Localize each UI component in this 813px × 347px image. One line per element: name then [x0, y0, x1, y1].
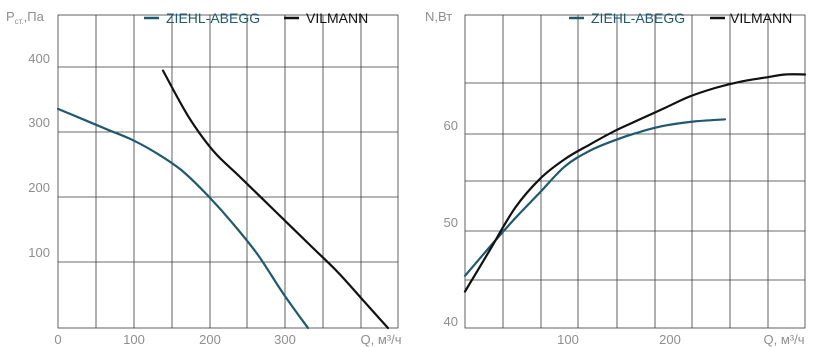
power-y-tick-60: 60	[444, 118, 458, 133]
power-x-axis-label: Q, м³/ч	[764, 332, 805, 347]
vilmann-pressure-line	[161, 69, 390, 330]
pressure-chart: 100 200 300 400 0 100 200 300 Q, м³/ч Pс…	[6, 9, 402, 347]
ziehl-abegg-power-line	[463, 118, 727, 277]
pressure-x-tick-0: 0	[54, 332, 61, 347]
power-y-axis-label: N,Вт	[425, 9, 452, 24]
vilmann-power-line	[463, 73, 807, 293]
pressure-y-ticks: 100 200 300 400	[28, 51, 50, 260]
pressure-y-axis-label: Pст.,Па	[6, 9, 45, 26]
pressure-grid	[57, 14, 399, 329]
pressure-y-tick-100: 100	[28, 245, 50, 260]
pressure-legend: ZIEHL-ABEGG VILMANN	[144, 10, 368, 26]
power-x-tick-200: 200	[659, 332, 681, 347]
pressure-y-tick-300: 300	[28, 115, 50, 130]
pressure-x-tick-100: 100	[123, 332, 145, 347]
power-legend-label-ziehl: ZIEHL-ABEGG	[591, 10, 685, 26]
pressure-legend-label-ziehl: ZIEHL-ABEGG	[166, 10, 260, 26]
pressure-x-tick-200: 200	[199, 332, 221, 347]
power-y-tick-50: 50	[444, 215, 458, 230]
pressure-x-axis-label: Q, м³/ч	[361, 332, 402, 347]
power-legend: ZIEHL-ABEGG VILMANN	[569, 10, 792, 26]
pressure-y-tick-200: 200	[28, 180, 50, 195]
power-legend-label-vilmann: VILMANN	[730, 10, 792, 26]
pressure-x-tick-300: 300	[274, 332, 296, 347]
power-y-ticks: 40 50 60	[444, 118, 458, 329]
power-grid	[464, 14, 806, 329]
pressure-y-label-unit: ,Па	[24, 9, 45, 24]
power-chart: 40 50 60 100 200 Q, м³/ч N,Вт ZIEHL-ABEG…	[425, 9, 807, 347]
pressure-y-tick-400: 400	[28, 51, 50, 66]
pressure-x-ticks: 0 100 200 300	[54, 332, 295, 347]
pressure-y-label-sub: ст.	[15, 17, 24, 26]
power-y-tick-40: 40	[444, 314, 458, 329]
pressure-legend-label-vilmann: VILMANN	[306, 10, 368, 26]
pressure-y-label-main: P	[6, 9, 15, 24]
power-x-ticks: 100 200	[557, 332, 681, 347]
power-x-tick-100: 100	[557, 332, 579, 347]
ziehl-abegg-pressure-line	[56, 107, 310, 330]
